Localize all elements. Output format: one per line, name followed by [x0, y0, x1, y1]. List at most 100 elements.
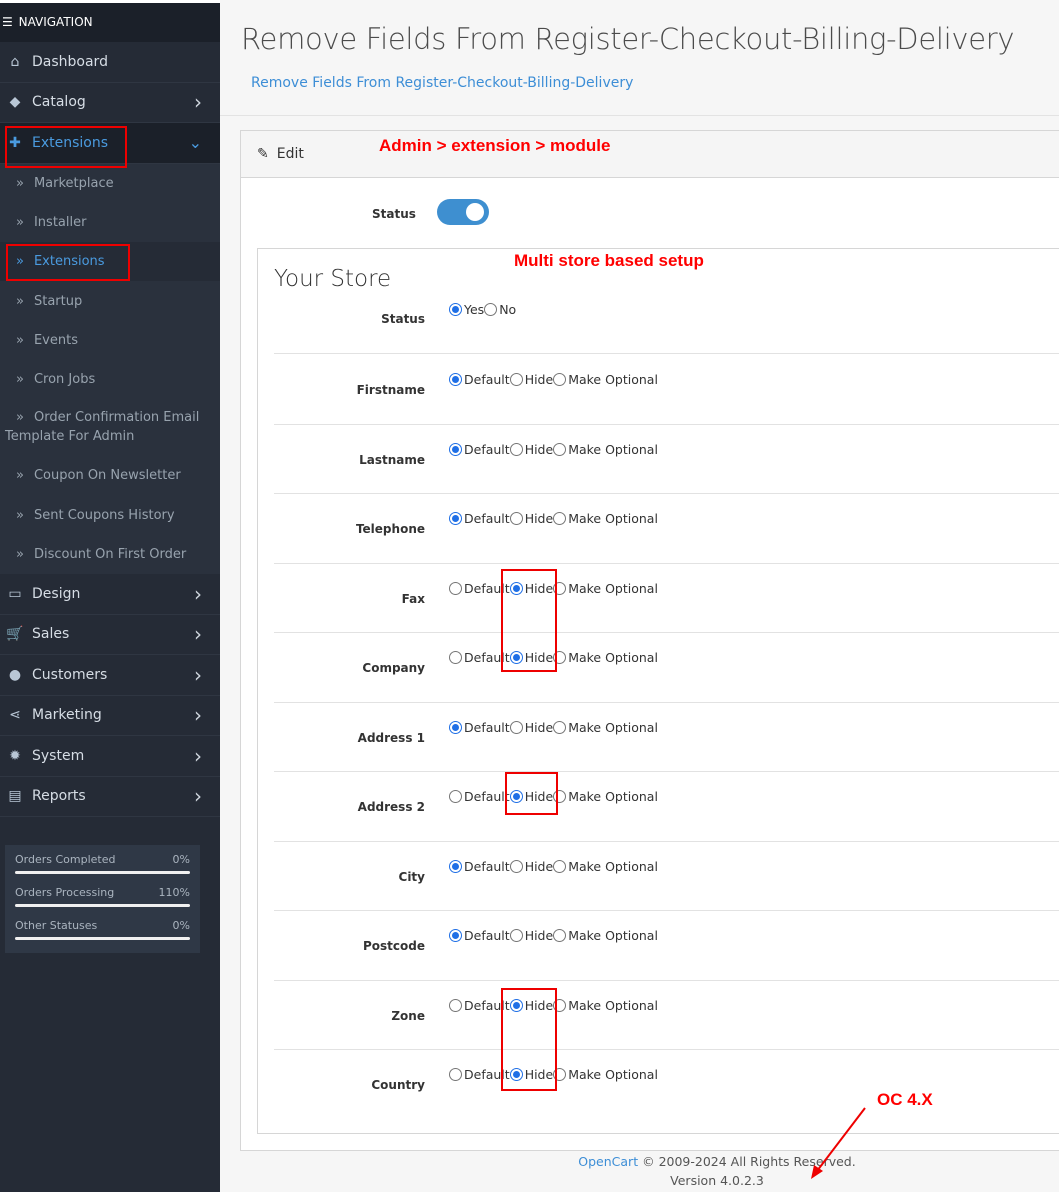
radio-label: Default [464, 580, 510, 596]
radio-no[interactable] [484, 303, 498, 316]
radio-default[interactable] [449, 998, 462, 1012]
sidebar-item-label: Dashboard [32, 53, 108, 70]
stat-value: 0% [172, 853, 190, 866]
double-chevron-icon: » [16, 372, 24, 388]
submenu-item[interactable]: » Order Confirmation Email Template For A… [0, 399, 220, 456]
radio-default[interactable] [449, 1068, 462, 1081]
submenu-label: Discount On First Order [33, 547, 187, 563]
radio-hide[interactable] [509, 1068, 523, 1081]
submenu-item[interactable]: » Cron Jobs [0, 360, 220, 399]
sidebar-item-catalog[interactable]: ◆ Catalog › [0, 83, 220, 123]
radio-default[interactable] [449, 512, 462, 525]
field-label: Company [362, 661, 425, 675]
stat-item: Orders Processing 110% [15, 886, 190, 919]
field-label: City [398, 869, 425, 884]
sidebar-item-marketing[interactable]: ⋖ Marketing › [0, 696, 220, 737]
radio-make-optional[interactable] [553, 512, 567, 525]
stat-progress-bar [15, 904, 190, 907]
field-row: Company Default Hide Make Optional [274, 633, 1059, 703]
radio-label: Hide [524, 719, 554, 735]
user-icon: ● [8, 666, 22, 683]
stat-item: Orders Completed 0% [15, 853, 190, 886]
sidebar-item-customers[interactable]: ● Customers › [0, 655, 220, 696]
radio-hide[interactable] [509, 790, 523, 803]
radio-label: Make Optional [568, 372, 658, 387]
double-chevron-icon: » [16, 254, 24, 270]
radio-label: Make Optional [568, 580, 658, 596]
submenu-item[interactable]: » Marketplace [0, 164, 220, 203]
desktop-icon: ▭ [8, 585, 22, 602]
opencart-link[interactable]: OpenCart [578, 1154, 639, 1169]
store-panel: Your Store Status Yes No Firstname Default Hi… [257, 248, 1059, 1134]
chevron-right-icon: › [194, 662, 202, 687]
field-row: Lastname Default Hide Make Optional [274, 425, 1059, 494]
radio-default[interactable] [449, 651, 462, 664]
store-name: Your Store [274, 266, 392, 292]
submenu-item[interactable]: » Extensions [0, 242, 220, 282]
radio-default[interactable] [449, 929, 462, 942]
radio-label: Default [464, 997, 510, 1013]
submenu-item[interactable]: » Events [0, 321, 220, 360]
radio-hide[interactable] [509, 651, 523, 664]
submenu-label: Sent Coupons History [33, 507, 175, 523]
radio-default[interactable] [449, 581, 462, 595]
radio-hide[interactable] [509, 581, 523, 595]
submenu-item[interactable]: » Sent Coupons History [0, 496, 220, 535]
sidebar-item-label: Sales [32, 626, 70, 643]
submenu-label: Marketplace [33, 175, 114, 191]
stat-value: 110% [158, 886, 190, 899]
status-toggle[interactable] [437, 199, 489, 225]
radio-label: Default [464, 511, 510, 526]
radio-default[interactable] [449, 859, 462, 873]
radio-hide[interactable] [509, 998, 523, 1012]
stat-value: 0% [172, 919, 190, 932]
radio-default[interactable] [449, 720, 462, 734]
chevron-right-icon: › [194, 703, 202, 728]
breadcrumb[interactable]: Remove Fields From Register-Checkout-Bil… [251, 75, 634, 91]
sidebar: ☰ NAVIGATION ⌂ Dashboard ◆ Catalog › ✚ Extensi… [0, 0, 220, 1192]
radio-make-optional[interactable] [553, 720, 567, 734]
radio-make-optional[interactable] [553, 373, 567, 386]
radio-hide[interactable] [509, 859, 523, 873]
radio-label: Default [464, 1067, 510, 1082]
sidebar-item-extensions[interactable]: ✚ Extensions ⌄ [0, 123, 220, 164]
submenu-item[interactable]: » Startup [0, 281, 220, 320]
radio-make-optional[interactable] [553, 859, 567, 873]
field-row: Country Default Hide Make Optional [274, 1050, 1059, 1120]
field-row: Zone Default Hide Make Optional [274, 981, 1059, 1050]
sidebar-item-sales[interactable]: 🛒 Sales › [0, 615, 220, 656]
radio-make-optional[interactable] [553, 442, 567, 456]
radio-hide[interactable] [509, 442, 523, 456]
sidebar-item-design[interactable]: ▭ Design › [0, 574, 220, 615]
radio-hide[interactable] [509, 373, 523, 386]
sidebar-item-label: Design [32, 585, 81, 602]
field-label: Status [381, 312, 425, 326]
radio-hide[interactable] [509, 512, 523, 525]
pencil-icon: ✎ [257, 146, 269, 162]
radio-label: Make Optional [568, 719, 658, 735]
radio-hide[interactable] [509, 929, 523, 942]
nav-header[interactable]: ☰ NAVIGATION [0, 0, 220, 42]
sidebar-item-system[interactable]: ✹ System › [0, 736, 220, 777]
radio-make-optional[interactable] [553, 929, 567, 942]
bar-chart-icon: ▤ [8, 788, 22, 805]
radio-yes[interactable] [449, 303, 462, 316]
footer: OpenCart © 2009-2024 All Rights Reserved… [220, 1152, 1059, 1190]
submenu-item[interactable]: » Discount On First Order [0, 535, 220, 574]
radio-label: Default [464, 441, 510, 457]
radio-default[interactable] [449, 442, 462, 456]
field-row: City Default Hide Make Optional [274, 842, 1059, 911]
submenu-item[interactable]: » Coupon On Newsletter [0, 456, 220, 495]
radio-default[interactable] [449, 373, 462, 386]
stat-label: Orders Processing [15, 886, 115, 899]
radio-label: Hide [524, 928, 554, 943]
field-label: Fax [401, 591, 425, 606]
radio-hide[interactable] [509, 720, 523, 734]
radio-label: Hide [524, 441, 554, 457]
sidebar-item-reports[interactable]: ▤ Reports › [0, 777, 220, 818]
submenu-item[interactable]: » Installer [0, 203, 220, 242]
submenu-label: Installer [33, 214, 87, 230]
sidebar-item-dashboard[interactable]: ⌂ Dashboard [0, 42, 220, 83]
store-status-row: Status Yes No [274, 285, 1059, 354]
radio-default[interactable] [449, 790, 462, 803]
